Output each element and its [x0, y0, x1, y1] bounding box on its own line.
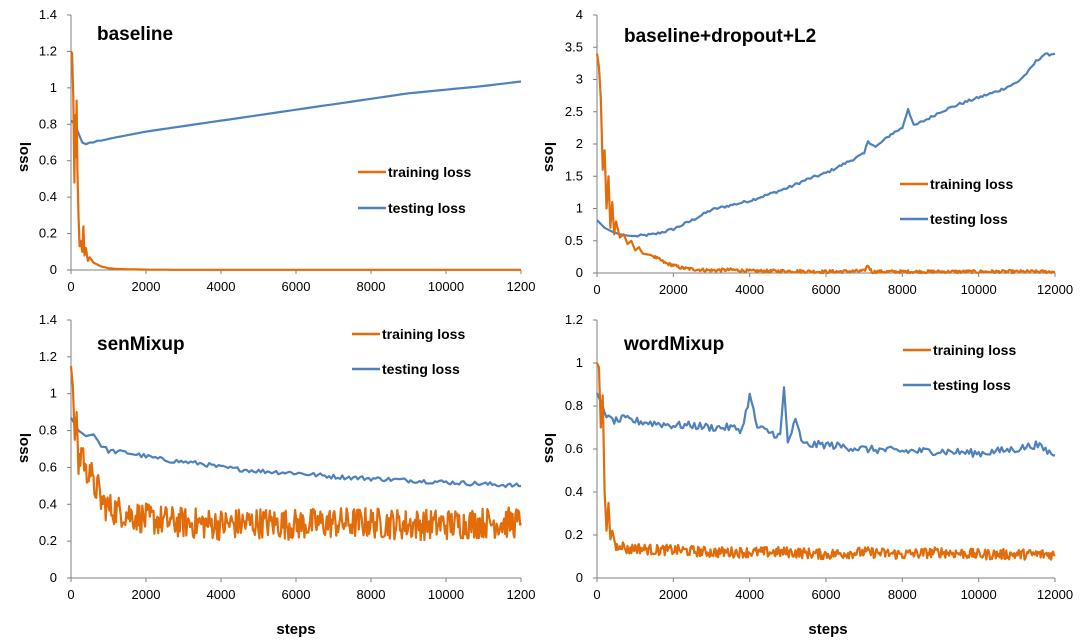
- y-tick-label: 1.4: [39, 312, 57, 327]
- y-tick-label: 1.2: [39, 349, 57, 364]
- legend-label: training loss: [930, 176, 1013, 192]
- training-loss-line: [70, 50, 521, 271]
- y-tick-label: 1.5: [565, 168, 583, 183]
- x-axis-label: steps: [276, 621, 315, 638]
- x-tick-label: 8000: [357, 587, 386, 602]
- testing-loss-line: [70, 417, 522, 489]
- chart-panel-2: 0 0.5 1 1.5 2 2.5 3 3.5 4 0 2000 4000 6000 8000 10000 1…: [541, 7, 1073, 297]
- x-tick-label: 2000: [659, 282, 688, 297]
- chart-panel-4: 0 0.2 0.4 0.6 0.8 1 1.2 0 2000 4000 6000 8000 10000 1…: [541, 312, 1073, 638]
- x-tick-label: 10000: [428, 279, 464, 294]
- x-tick-label: 2000: [132, 279, 161, 294]
- y-tick-label: 1: [50, 80, 57, 95]
- x-tick-label: 4000: [207, 587, 236, 602]
- legend-label: testing loss: [933, 377, 1011, 393]
- y-tick-label: 0.8: [565, 398, 583, 413]
- y-tick-label: 1: [576, 355, 583, 370]
- y-tick-label: 0: [50, 570, 57, 585]
- y-tick-label: 0.5: [565, 233, 583, 248]
- panel-title: wordMixup: [623, 334, 724, 355]
- y-tick-label: 4: [576, 7, 583, 22]
- x-tick-label: 4000: [207, 279, 236, 294]
- y-tick-label: 2.5: [565, 104, 583, 119]
- x-tick-label: 1200: [507, 587, 536, 602]
- y-tick-label: 0.4: [39, 189, 57, 204]
- y-axis-label: loss: [16, 433, 33, 463]
- testing-loss-line: [70, 80, 522, 146]
- y-tick-label: 0: [576, 570, 583, 585]
- legend-label: testing loss: [930, 211, 1008, 227]
- x-axis-label: steps: [808, 621, 847, 638]
- x-tick-label: 8000: [888, 587, 917, 602]
- panel-title: baseline+dropout+L2: [624, 26, 816, 47]
- x-tick-label: 1200: [507, 279, 536, 294]
- x-tick-label: 0: [593, 282, 600, 297]
- y-tick-label: 3.5: [565, 39, 583, 54]
- y-tick-label: 0.2: [39, 226, 57, 241]
- x-tick-label: 6000: [812, 282, 841, 297]
- training-loss-line: [595, 53, 1056, 275]
- training-loss-line: [596, 362, 1056, 561]
- y-tick-label: 0.4: [39, 496, 57, 511]
- y-tick-label: 0.6: [39, 459, 57, 474]
- chart-panel-1: 0 0.2 0.4 0.6 0.8 1 1.2 1.4 0 2000 4000 6000 8000 100…: [16, 7, 535, 294]
- y-axis-label: loss: [16, 142, 33, 172]
- y-tick-label: 1: [50, 386, 57, 401]
- x-tick-label: 10000: [428, 587, 464, 602]
- x-tick-label: 6000: [282, 587, 311, 602]
- legend-label: training loss: [388, 164, 471, 180]
- x-tick-label: 0: [67, 587, 74, 602]
- x-tick-label: 4000: [735, 587, 764, 602]
- y-tick-label: 1.2: [39, 43, 57, 58]
- y-axis-label: loss: [541, 433, 558, 463]
- x-tick-label: 0: [593, 587, 600, 602]
- y-tick-label: 0.8: [39, 116, 57, 131]
- legend-label: testing loss: [388, 200, 466, 216]
- x-tick-label: 6000: [812, 587, 841, 602]
- testing-loss-line: [595, 386, 1055, 458]
- y-tick-label: 1.2: [565, 312, 583, 327]
- x-tick-label: 6000: [282, 279, 311, 294]
- legend-label: training loss: [933, 342, 1016, 358]
- panel-title: senMixup: [97, 334, 185, 355]
- y-tick-label: 0.2: [565, 527, 583, 542]
- x-tick-label: 2000: [132, 587, 161, 602]
- x-tick-label: 0: [67, 279, 74, 294]
- chart-panel-3: 0 0.2 0.4 0.6 0.8 1 1.2 1.4 0 2000 4000 6000 8000 100…: [16, 312, 535, 638]
- y-tick-label: 0.6: [39, 153, 57, 168]
- y-tick-label: 0.2: [39, 533, 57, 548]
- y-tick-label: 0.8: [39, 423, 57, 438]
- panel-title: baseline: [97, 24, 173, 45]
- legend-label: testing loss: [382, 361, 460, 377]
- x-tick-label: 12000: [1037, 282, 1073, 297]
- y-tick-label: 0.4: [565, 484, 583, 499]
- x-tick-label: 8000: [888, 282, 917, 297]
- x-tick-label: 10000: [961, 587, 997, 602]
- y-tick-label: 1.4: [39, 7, 57, 22]
- x-tick-label: 10000: [961, 282, 997, 297]
- x-tick-label: 12000: [1037, 587, 1073, 602]
- y-tick-label: 0: [576, 265, 583, 280]
- x-tick-label: 2000: [659, 587, 688, 602]
- x-tick-label: 4000: [735, 282, 764, 297]
- y-tick-label: 1: [576, 201, 583, 216]
- y-tick-label: 0.6: [565, 441, 583, 456]
- x-tick-label: 8000: [357, 279, 386, 294]
- training-loss-line: [69, 366, 523, 542]
- y-tick-label: 0: [50, 262, 57, 277]
- y-tick-label: 2: [576, 136, 583, 151]
- legend-label: training loss: [382, 326, 465, 342]
- y-tick-label: 3: [576, 72, 583, 87]
- y-axis-label: loss: [541, 142, 558, 172]
- testing-loss-line: [596, 52, 1056, 238]
